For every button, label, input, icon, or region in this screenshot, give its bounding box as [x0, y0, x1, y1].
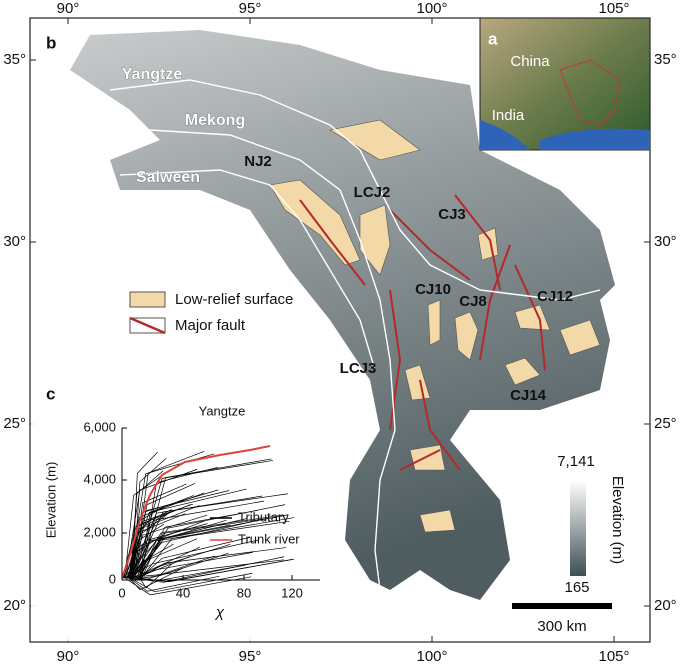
- colorbar-max: 7,141: [557, 453, 595, 470]
- tributary: [137, 547, 287, 579]
- tributary: [127, 505, 200, 579]
- tributary: [135, 556, 191, 579]
- legend-label: Trunk river: [238, 531, 300, 546]
- tributary: [129, 495, 263, 579]
- lon-tick-label: 90°: [57, 0, 80, 17]
- scale-bar: [512, 603, 612, 609]
- tributary: [133, 451, 205, 579]
- river-label: Salween: [136, 169, 200, 186]
- tributary: [134, 460, 273, 579]
- lat-tick-label: 35°: [654, 51, 677, 68]
- legend-label: Major fault: [175, 317, 246, 334]
- inset-a: a China India: [479, 17, 651, 151]
- tributary: [139, 563, 173, 589]
- inset-background: [31, 380, 331, 641]
- tributary: [130, 572, 253, 593]
- country-label: China: [510, 53, 550, 70]
- tributary: [124, 469, 170, 579]
- tributary: [133, 458, 167, 579]
- panel-label: a: [488, 29, 498, 48]
- chart-title: Yangtze: [199, 403, 246, 418]
- lon-tick-label: 100°: [416, 0, 447, 17]
- tributary: [131, 483, 187, 579]
- y-tick-label: 6,000: [83, 419, 116, 434]
- colorbar-min: 165: [564, 579, 589, 596]
- study-area: [559, 59, 621, 126]
- inset-c: c Yangtze Elevation (m) χ Tributary Trun…: [31, 380, 331, 641]
- y-tick-label: 4,000: [83, 471, 116, 486]
- site-label: CJ10: [415, 281, 451, 298]
- tributary: [126, 514, 208, 579]
- tributary: [124, 576, 252, 596]
- legend-label: Tributary: [238, 509, 289, 524]
- ocean: [480, 120, 530, 150]
- panel-label: c: [46, 384, 55, 403]
- low-relief-surfaces: [269, 119, 601, 533]
- ocean: [540, 128, 650, 150]
- x-axis-label: χ: [214, 604, 225, 621]
- site-label: CJ14: [510, 387, 547, 404]
- lon-tick-label: 95°: [239, 0, 262, 17]
- y-tick-label: 2,000: [83, 524, 116, 539]
- lat-tick-label: 20°: [654, 597, 677, 614]
- tributary: [128, 538, 198, 579]
- tributary: [125, 468, 198, 579]
- legend-fault: [129, 316, 166, 335]
- site-label: LCJ2: [354, 184, 391, 201]
- x-tick-label: 80: [237, 585, 251, 600]
- site-label: CJ12: [537, 288, 573, 305]
- site-label: CJ8: [459, 293, 487, 310]
- lon-tick-label: 105°: [598, 648, 629, 665]
- lon-tick-label: 105°: [598, 0, 629, 17]
- lon-tick-label: 100°: [416, 648, 447, 665]
- lat-tick-label: 25°: [3, 415, 26, 432]
- lat-tick-label: 25°: [654, 415, 677, 432]
- lon-tick-label: 95°: [239, 648, 262, 665]
- satellite-image: [479, 17, 651, 151]
- river-label: Yangtze: [122, 66, 183, 83]
- legend-swatch: [129, 291, 166, 308]
- tributary: [132, 546, 200, 579]
- legend-label: Low-relief surface: [175, 291, 293, 308]
- site-label: NJ2: [244, 153, 272, 170]
- tributary: [129, 575, 220, 592]
- country-label: India: [492, 107, 525, 124]
- lat-tick-label: 20°: [3, 597, 26, 614]
- tributary: [126, 520, 206, 579]
- site-label: LCJ3: [340, 360, 377, 377]
- y-axis-label: Elevation (m): [43, 462, 58, 539]
- scale-label: 300 km: [537, 618, 586, 635]
- tributary: [136, 564, 245, 581]
- river-label: Mekong: [185, 112, 245, 129]
- y-tick-label: 0: [109, 571, 116, 586]
- panel-label: b: [46, 33, 56, 52]
- lat-tick-label: 30°: [654, 233, 677, 250]
- lon-tick-label: 90°: [57, 648, 80, 665]
- tributaries: [122, 451, 295, 596]
- trunk-river: [121, 445, 271, 579]
- lat-tick-label: 30°: [3, 233, 26, 250]
- tributary: [128, 567, 184, 591]
- rivers: [109, 79, 601, 591]
- tributary: [133, 543, 174, 579]
- elevation-map: [70, 30, 615, 600]
- tributary: [141, 510, 258, 579]
- colorbar: [570, 480, 586, 576]
- lat-tick-label: 35°: [3, 51, 26, 68]
- colorbar-label: Elevation (m): [609, 476, 626, 564]
- x-tick-label: 0: [118, 585, 125, 600]
- site-label: CJ3: [438, 206, 466, 223]
- tributary: [139, 536, 251, 579]
- x-tick-label: 120: [281, 585, 303, 600]
- x-tick-label: 40: [176, 585, 190, 600]
